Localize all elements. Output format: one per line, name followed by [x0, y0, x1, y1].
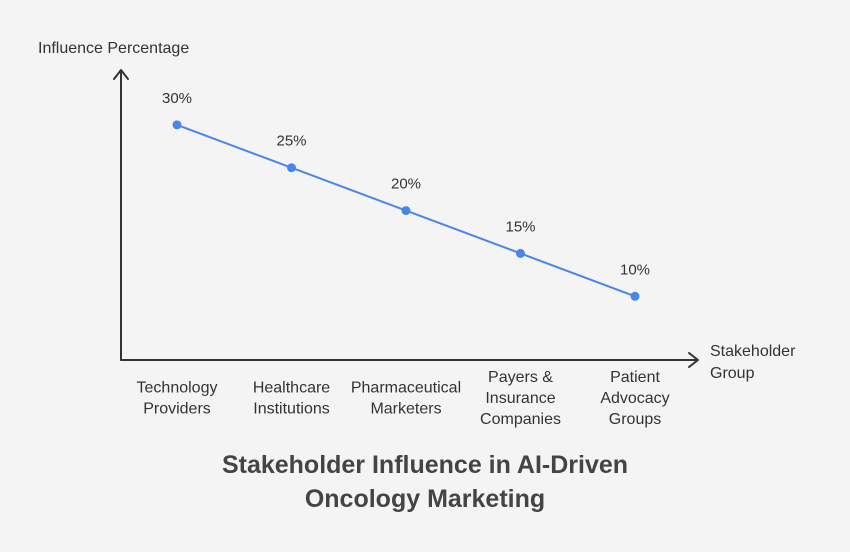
series-layer: 30% 25% 20% 15% 10% [162, 90, 650, 301]
x-tick-label-line: Groups [609, 411, 661, 428]
x-tick-label: Healthcare Institutions [253, 380, 330, 418]
x-axis-arrow-icon [688, 352, 699, 368]
data-point [630, 291, 640, 301]
data-point [287, 163, 296, 173]
data-label: 15% [505, 218, 535, 235]
x-tick-label-line: Companies [480, 411, 561, 428]
x-axis-label-line-2: Group [710, 365, 755, 382]
data-label: 10% [620, 261, 650, 278]
x-axis-label-line-1: Stakeholder [710, 343, 796, 360]
x-tick-label-line: Healthcare [253, 380, 330, 397]
data-label: 30% [162, 90, 192, 107]
x-tick-label: Payers & Insurance Companies [480, 369, 561, 428]
x-tick-label-line: Patient [610, 369, 660, 386]
chart-title-line-2: Oncology Marketing [304, 485, 546, 513]
y-axis-label: Influence Percentage [38, 40, 189, 57]
x-tick-label: Pharmaceutical Marketers [351, 380, 461, 418]
chart-title-line-1: Stakeholder Influence in AI-Driven [221, 451, 629, 479]
data-label: 25% [276, 133, 306, 150]
chart-title: Stakeholder Influence in AI-Driven Oncol… [0, 448, 850, 516]
x-tick-label-line: Technology [137, 380, 218, 397]
y-axis-arrow-icon [113, 69, 129, 80]
x-tick-labels: Technology Providers Healthcare Institution… [137, 369, 670, 428]
x-tick-label-line: Institutions [253, 401, 329, 418]
x-tick-label-line: Marketers [370, 401, 441, 418]
x-tick-label-line: Insurance [485, 390, 555, 407]
x-tick-label-line: Payers & [488, 369, 553, 386]
x-tick-label-line: Pharmaceutical [351, 380, 461, 397]
x-tick-label-line: Advocacy [600, 390, 669, 407]
data-point [516, 248, 525, 258]
x-tick-label: Patient Advocacy Groups [600, 369, 669, 428]
data-point [172, 120, 182, 130]
x-axis-label: Stakeholder Group [710, 343, 800, 382]
data-point [401, 206, 411, 216]
x-tick-label-line: Providers [143, 401, 211, 418]
data-label: 20% [391, 176, 421, 193]
chart-canvas: Influence Percentage Stakeholder Group 3… [38, 40, 800, 428]
x-tick-label: Technology Providers [137, 380, 218, 418]
